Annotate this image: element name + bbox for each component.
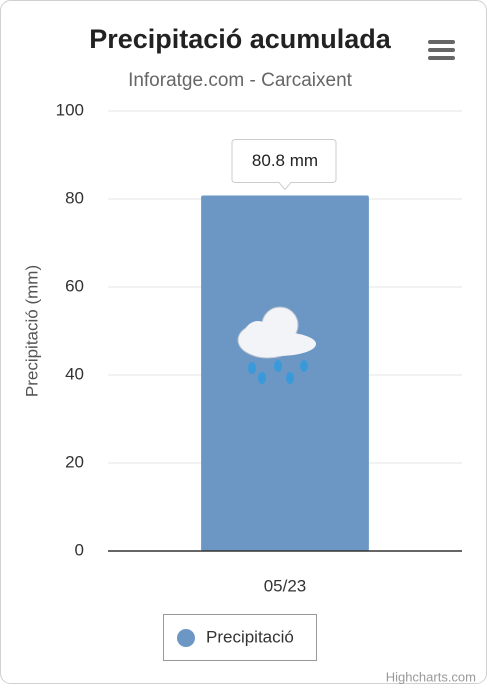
legend-label: Precipitació — [206, 627, 294, 646]
y-tick-label: 60 — [65, 276, 84, 295]
overlay: 80.8 mm — [231, 138, 337, 191]
menu-button[interactable] — [428, 40, 455, 60]
plot-area: 0 20 40 60 80 100 05/23 — [56, 100, 462, 595]
tooltip-label: 80.8 mm — [252, 151, 318, 170]
tooltip-box — [231, 138, 337, 191]
chart-title: Precipitació acumulada — [89, 24, 392, 54]
credits[interactable]: Highcharts.com — [386, 669, 476, 684]
menu-bar — [428, 56, 455, 60]
rain-emoji — [237, 306, 316, 384]
legend-marker — [177, 629, 195, 647]
y-tick-label: 0 — [75, 540, 84, 559]
y-tick-label: 80 — [65, 188, 84, 207]
menu-bar — [428, 48, 455, 52]
bar — [201, 195, 369, 552]
y-axis-title: Precipitació (mm) — [22, 265, 41, 397]
y-tick-label: 20 — [65, 452, 84, 471]
x-tick-label: 05/23 — [264, 576, 307, 595]
chart-subtitle: Inforatge.com - Carcaixent — [128, 70, 353, 91]
y-tick-label: 100 — [56, 100, 84, 119]
menu-bar — [428, 40, 455, 44]
y-tick-label: 40 — [65, 364, 84, 383]
